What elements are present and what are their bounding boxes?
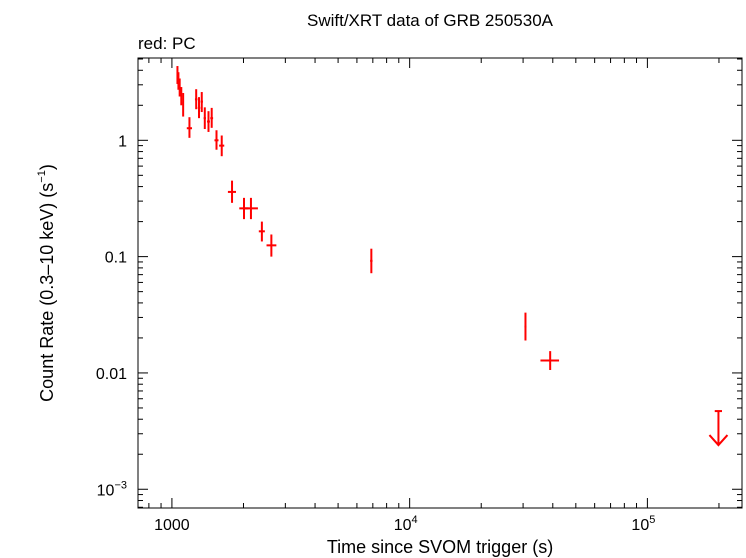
data-point <box>197 97 201 119</box>
y-axis-label-close: ) <box>37 164 57 170</box>
data-point <box>180 87 183 106</box>
x-tick-label: 104 <box>394 514 418 534</box>
y-tick-label-base: 1 <box>118 133 127 150</box>
y-tick-label-base: 0.1 <box>105 250 127 267</box>
data-point <box>178 78 181 97</box>
y-tick-label: 10−3 <box>97 479 127 499</box>
y-tick-labels: 1 0.1 0.01 10−3 <box>96 133 127 499</box>
data-point <box>194 89 198 110</box>
y-tick-label: 0.01 <box>96 366 127 383</box>
chart-subtitle: red: PC <box>138 34 196 53</box>
data-point <box>203 107 206 130</box>
y-tick-label-base: 0.01 <box>96 366 127 383</box>
data-point <box>182 93 185 117</box>
x-axis-label: Time since SVOM trigger (s) <box>327 537 553 557</box>
plot-frame <box>137 57 743 509</box>
axis-ticks <box>138 58 742 508</box>
data-point <box>370 248 373 274</box>
y-tick-label-exponent: −3 <box>114 479 127 491</box>
data-point <box>214 130 219 150</box>
data-point <box>210 107 214 128</box>
x-tick-label-base: 10 <box>631 517 649 534</box>
data-point <box>258 221 265 242</box>
x-tick-label: 1000 <box>154 517 190 534</box>
upper-limit-arrow-icon <box>708 434 729 447</box>
data-point <box>524 312 527 341</box>
data-point <box>200 92 203 113</box>
y-axis-label-exponent: −1 <box>36 170 48 183</box>
data-point <box>219 135 225 157</box>
data-point <box>186 117 193 138</box>
x-tick-label-exponent: 4 <box>411 514 417 526</box>
y-tick-label-base: 10 <box>97 482 115 499</box>
upper-limit-point <box>708 410 729 447</box>
x-tick-label-exponent: 5 <box>649 514 655 526</box>
data-point <box>540 351 560 370</box>
data-point <box>266 234 277 257</box>
data-point <box>245 197 258 220</box>
y-axis-label-main: Count Rate (0.3–10 keV) (s <box>37 183 57 402</box>
y-axis-label: Count Rate (0.3–10 keV) (s−1) <box>36 164 57 402</box>
y-tick-label: 1 <box>118 133 127 150</box>
x-tick-label-base: 1000 <box>154 517 190 534</box>
x-tick-label-base: 10 <box>394 517 412 534</box>
data-point <box>227 180 236 203</box>
y-tick-label: 0.1 <box>105 250 127 267</box>
data-point <box>207 111 210 132</box>
data-series-pc <box>176 66 729 447</box>
x-tick-labels: 1000 104 105 <box>154 514 655 534</box>
x-tick-label: 105 <box>631 514 655 534</box>
chart-title: Swift/XRT data of GRB 250530A <box>307 11 554 30</box>
